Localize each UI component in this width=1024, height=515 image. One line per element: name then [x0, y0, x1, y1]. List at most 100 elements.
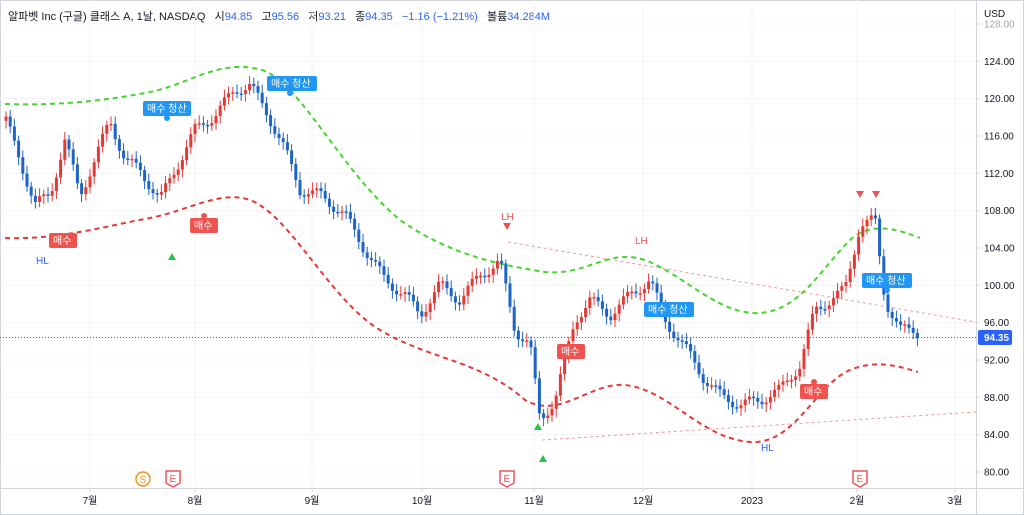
earnings-marker-icon[interactable]: E — [852, 470, 868, 488]
candle-body — [122, 150, 126, 159]
candle-body — [126, 158, 130, 160]
price-tick-label: 108.00 — [984, 206, 1015, 217]
candle-body — [731, 402, 735, 408]
candle-body — [575, 322, 579, 330]
change-value: −1.16 (−1.21%) — [401, 11, 478, 23]
candle-body — [449, 288, 453, 297]
candle-body — [88, 176, 92, 188]
candle-body — [651, 281, 655, 284]
candle-body — [647, 281, 651, 290]
svg-text:매수: 매수 — [804, 386, 822, 398]
candle-body — [907, 324, 911, 328]
candle-body — [84, 187, 88, 195]
candle-body — [542, 413, 546, 419]
candle-body — [407, 292, 411, 295]
candle-body — [453, 296, 457, 303]
candle-body — [189, 134, 193, 148]
price-tick-label: 96.00 — [984, 318, 1009, 329]
candle-body — [50, 191, 54, 196]
svg-text:S: S — [140, 475, 147, 486]
candle-body — [546, 415, 550, 419]
candle-body — [231, 92, 235, 94]
price-axis: 128.00 124.00 120.00 116.00 112.00 108.00 104.… — [976, 20, 1015, 479]
candle-body — [101, 133, 105, 147]
candle-body — [172, 174, 176, 179]
close-value: 94.35 — [365, 11, 393, 23]
candle-body — [25, 173, 29, 187]
candle-body — [672, 331, 676, 338]
candle-body — [613, 313, 617, 321]
price-tick-label: 100.00 — [984, 281, 1015, 292]
candle-body — [197, 123, 201, 125]
buy-arrow-icon — [534, 423, 542, 430]
candle-body — [428, 303, 432, 312]
candle-body — [420, 311, 424, 317]
candle-body — [479, 275, 483, 278]
candle-body — [491, 268, 495, 275]
candle-body — [516, 330, 520, 340]
candle-body — [735, 407, 739, 409]
candles — [4, 75, 919, 427]
candle-body — [533, 347, 537, 379]
candle-body — [458, 302, 462, 305]
buy-arrow-icon — [168, 253, 176, 260]
candle-body — [311, 190, 315, 195]
buy-close-signal: 매수 청산 — [267, 76, 317, 96]
candle-body — [42, 194, 46, 197]
current-price-value: 94.35 — [984, 333, 1009, 344]
candle-body — [33, 195, 37, 202]
time-tick-label: 8월 — [188, 495, 203, 507]
candle-body — [138, 162, 142, 171]
candle-body — [836, 290, 840, 299]
candle-body — [67, 139, 71, 150]
support-trendline — [541, 411, 977, 441]
candle-body — [718, 385, 722, 390]
candle-body — [785, 380, 789, 383]
candle-body — [59, 159, 63, 178]
candle-body — [848, 268, 852, 283]
candle-body — [773, 389, 777, 397]
candle-body — [676, 337, 680, 341]
resistance-trendline — [507, 241, 977, 323]
candle-body — [277, 133, 281, 139]
candle-body — [17, 140, 21, 158]
candle-body — [483, 275, 487, 278]
time-tick-label: 12월 — [633, 495, 653, 507]
candle-body — [147, 181, 151, 190]
time-tick-label: 2023 — [741, 496, 764, 507]
candle-body — [344, 211, 348, 213]
candle-body — [550, 408, 554, 416]
earnings-marker-icon[interactable]: E — [499, 470, 515, 488]
candle-body — [117, 139, 121, 151]
price-tick-label: 112.00 — [984, 169, 1014, 180]
candle-body — [432, 292, 436, 304]
grid — [0, 0, 976, 488]
candle-body — [462, 295, 466, 305]
candle-body — [378, 261, 382, 267]
candle-body — [239, 93, 243, 96]
candle-body — [159, 191, 163, 195]
candle-body — [798, 368, 802, 377]
candle-body — [222, 97, 226, 106]
candle-body — [218, 105, 222, 116]
candle-body — [890, 311, 894, 319]
candle-body — [143, 170, 147, 182]
split-marker-icon[interactable]: S — [135, 471, 151, 487]
buy-close-signal: 매수 청산 — [862, 273, 912, 293]
candle-body — [285, 142, 289, 151]
current-price-badge — [978, 330, 1012, 345]
candle-body — [861, 226, 865, 237]
candle-body — [176, 169, 180, 175]
candle-body — [710, 385, 714, 387]
candle-body — [626, 291, 630, 297]
candle-body — [865, 219, 869, 227]
candle-body — [680, 340, 684, 342]
candle-body — [294, 163, 298, 181]
candle-body — [75, 164, 79, 184]
candle-body — [248, 83, 252, 91]
earnings-marker-icon[interactable]: E — [165, 470, 181, 488]
candle-body — [466, 285, 470, 296]
candle-body — [781, 381, 785, 385]
